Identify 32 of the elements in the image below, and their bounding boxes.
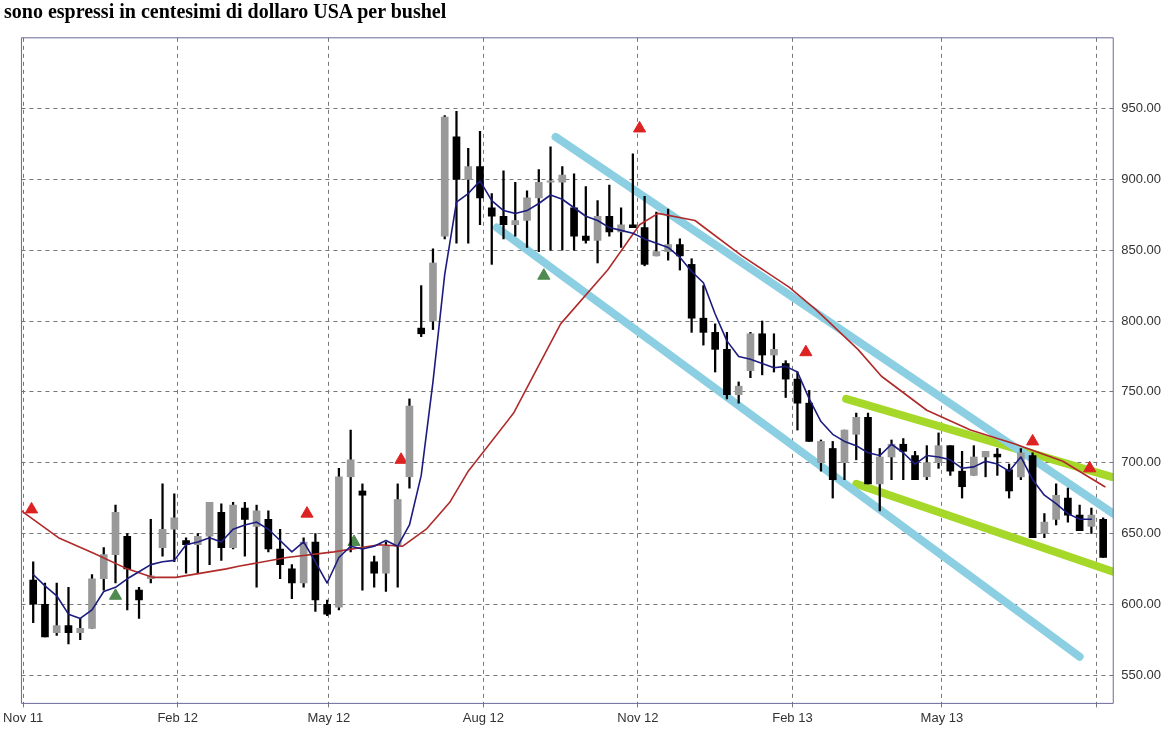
point [1083,460,1097,473]
x-tick-label: Nov 12 [617,709,659,725]
point [537,268,551,280]
y-tick-label: 800.00 [1121,312,1161,328]
y-tick-label: 750.00 [1121,383,1161,399]
candlestick [546,146,555,251]
x-tick-label: Nov 11 [3,709,44,725]
candlestick [358,483,367,591]
x-tick-label: Feb 13 [772,709,813,725]
point [799,344,813,357]
chart-title: sono espressi in centesimi di dollaro USA per bushel [3,0,448,22]
candlestick [499,170,508,240]
candlestick [158,483,167,557]
candlestick [699,285,708,346]
y-tick-label: 950.00 [1121,100,1161,116]
y-tick-label: 650.00 [1121,525,1161,541]
point [300,506,314,518]
y-tick-label: 900.00 [1121,171,1161,186]
y-tick-label: 850.00 [1121,241,1161,257]
point [394,452,408,464]
x-tick-label: Aug 12 [462,709,504,725]
x-tick-label: May 13 [920,709,964,725]
candlestick [64,586,73,645]
y-tick-label: 600.00 [1121,595,1161,611]
x-tick-label: May 12 [307,709,351,725]
point [1026,433,1040,446]
y-tick-label: 550.00 [1121,666,1161,682]
x-tick-label: Feb 12 [157,709,198,725]
point [108,588,123,600]
y-tick-label: 700.00 [1121,454,1161,470]
point [24,501,39,514]
point [633,120,647,133]
